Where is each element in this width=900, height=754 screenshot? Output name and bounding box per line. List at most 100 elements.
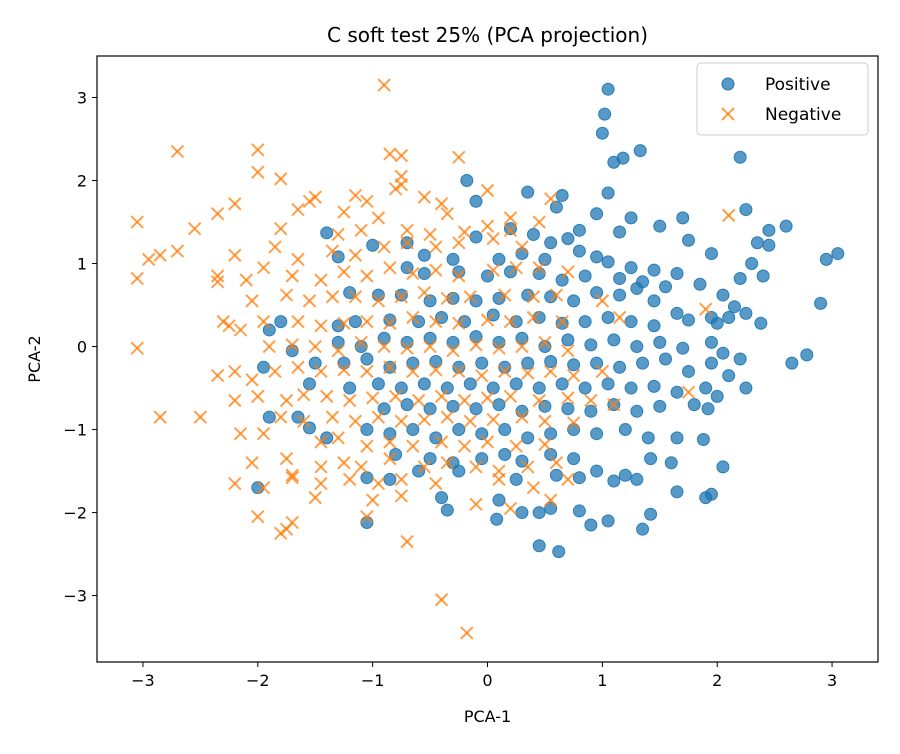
positive-point xyxy=(601,82,615,96)
negative-point xyxy=(526,310,541,325)
negative-point xyxy=(515,240,529,254)
negative-point xyxy=(463,290,477,304)
positive-point xyxy=(750,236,764,250)
negative-point xyxy=(721,208,736,223)
negative-point xyxy=(480,391,495,405)
negative-point xyxy=(210,269,225,283)
positive-point xyxy=(613,225,627,239)
positive-point xyxy=(699,491,713,505)
positive-point xyxy=(710,316,724,330)
positive-point xyxy=(590,464,604,478)
positive-point xyxy=(302,377,316,391)
positive-point xyxy=(624,261,638,275)
negative-point xyxy=(210,275,225,289)
negative-point xyxy=(543,192,558,206)
negative-point xyxy=(170,244,185,258)
positive-point xyxy=(521,356,535,370)
positive-point xyxy=(475,356,489,370)
x-tick-label: 1 xyxy=(597,671,607,690)
positive-point xyxy=(452,265,466,279)
negative-point xyxy=(480,219,495,233)
positive-point xyxy=(572,471,586,485)
positive-point xyxy=(469,194,483,208)
positive-point xyxy=(490,512,504,526)
negative-point xyxy=(394,148,409,163)
positive-point xyxy=(800,348,814,362)
positive-point xyxy=(561,402,575,416)
negative-point xyxy=(365,391,380,405)
negative-point xyxy=(291,360,305,375)
negative-point xyxy=(434,389,449,404)
positive-point xyxy=(676,211,690,225)
positive-point xyxy=(659,280,673,294)
positive-point xyxy=(584,518,598,532)
negative-point xyxy=(153,248,167,262)
positive-point xyxy=(343,286,357,300)
negative-point xyxy=(285,468,299,482)
positive-point xyxy=(607,333,621,347)
positive-point xyxy=(492,252,506,266)
positive-point xyxy=(647,319,661,333)
negative-point xyxy=(475,368,489,383)
positive-point xyxy=(469,330,483,344)
negative-point xyxy=(417,460,432,474)
positive-point xyxy=(699,381,713,395)
negative-point xyxy=(526,480,541,495)
negative-point xyxy=(337,205,351,219)
negative-point xyxy=(503,389,518,404)
legend-positive-label: Positive xyxy=(765,75,831,95)
negative-point xyxy=(446,343,460,358)
negative-point xyxy=(274,410,288,424)
negative-point xyxy=(543,364,558,379)
negative-point xyxy=(452,316,466,331)
positive-point xyxy=(532,310,546,324)
positive-point xyxy=(616,151,630,165)
positive-point xyxy=(704,356,718,370)
positive-point xyxy=(532,539,546,553)
negative-point xyxy=(509,260,523,275)
chart-title: C soft test 25% (PCA projection) xyxy=(327,23,648,47)
y-axis-label: PCA-2 xyxy=(25,335,44,382)
positive-point xyxy=(291,410,305,424)
negative-point xyxy=(337,316,351,331)
positive-point xyxy=(308,356,322,370)
positive-point xyxy=(343,381,357,395)
plot-marks xyxy=(130,78,845,640)
negative-point xyxy=(492,472,506,487)
negative-point xyxy=(193,410,208,424)
negative-point xyxy=(308,190,322,204)
positive-point xyxy=(429,354,443,368)
negative-point xyxy=(228,364,242,379)
negative-point xyxy=(561,343,575,358)
positive-point xyxy=(360,516,374,530)
negative-point xyxy=(498,288,512,302)
negative-point xyxy=(549,456,564,470)
negative-point xyxy=(314,476,328,491)
negative-point xyxy=(285,471,299,485)
positive-point xyxy=(819,252,833,266)
positive-point xyxy=(446,399,460,413)
positive-point xyxy=(590,207,604,221)
negative-point xyxy=(532,393,546,408)
positive-point xyxy=(601,514,615,528)
negative-point xyxy=(337,265,351,279)
negative-point xyxy=(406,364,420,379)
positive-point xyxy=(475,452,489,466)
positive-point xyxy=(613,288,627,302)
negative-point xyxy=(354,335,368,350)
positive-point xyxy=(693,277,707,291)
negative-point xyxy=(383,360,397,375)
negative-point xyxy=(256,480,271,495)
positive-point xyxy=(647,379,661,393)
negative-point xyxy=(480,313,495,327)
positive-point xyxy=(745,257,759,271)
positive-point xyxy=(555,316,569,330)
negative-point xyxy=(503,223,518,238)
y-tick-label: −1 xyxy=(63,421,87,440)
negative-point xyxy=(354,223,368,238)
positive-point xyxy=(492,291,506,305)
negative-point xyxy=(291,252,305,267)
negative-point xyxy=(417,285,432,300)
positive-point xyxy=(377,402,391,416)
